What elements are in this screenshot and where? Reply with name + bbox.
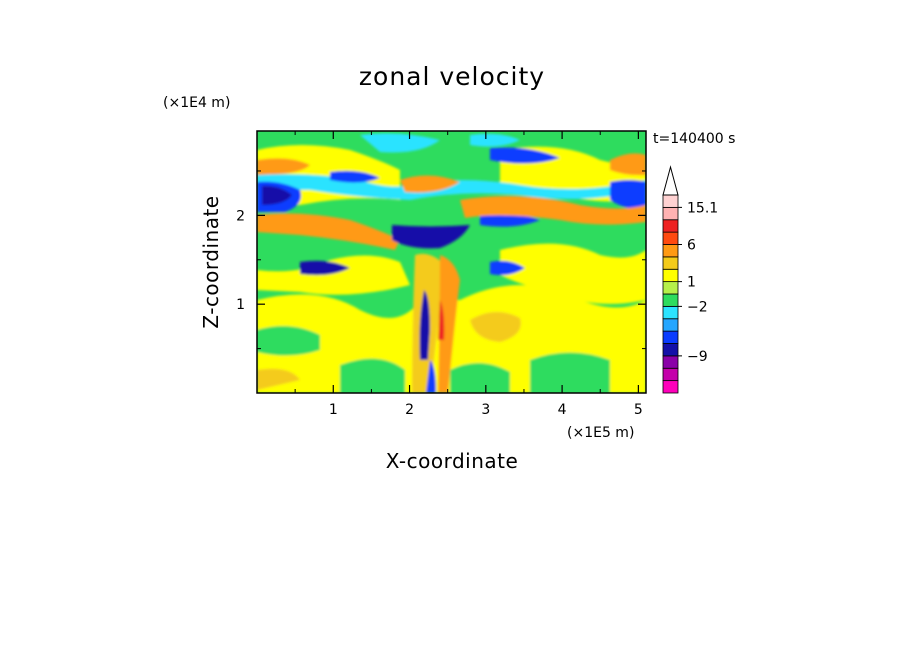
- chart-title: zonal velocity: [359, 62, 545, 91]
- colorbar-box: [662, 256, 679, 270]
- field-region: [490, 147, 560, 164]
- y-tick-label: 1: [236, 297, 245, 313]
- x-unit-label: (×1E5 m): [567, 425, 634, 441]
- field-region: [450, 362, 510, 393]
- field-region: [360, 133, 440, 153]
- colorbar-box: [662, 367, 679, 382]
- colorbar-box: [662, 268, 679, 283]
- field-region: [610, 153, 646, 176]
- y-unit-label: (×1E4 m): [163, 95, 230, 111]
- x-axis: 1 2 3 4 5: [294, 131, 643, 418]
- heatmap-field: [257, 131, 646, 393]
- colorbar-box: [662, 194, 679, 208]
- field-region: [330, 170, 380, 183]
- colorbar-label: 15.1: [687, 200, 718, 216]
- field-region: [392, 225, 470, 249]
- field-region: [426, 360, 436, 393]
- x-tick-label: 5: [634, 402, 643, 418]
- field-region: [262, 185, 292, 205]
- field-region: [257, 158, 310, 175]
- field-region: [490, 260, 525, 276]
- colorbar-box: [662, 231, 679, 245]
- colorbar-label: −2: [687, 299, 708, 315]
- colorbar-box: [662, 305, 679, 320]
- colorbar-box: [662, 244, 679, 258]
- field-region: [340, 358, 405, 393]
- x-tick-label: 1: [329, 402, 338, 418]
- colorbar: 15.1 6 1 −2 −9: [662, 165, 718, 394]
- field-region: [257, 368, 300, 390]
- field-region: [400, 175, 460, 193]
- x-axis-title: X-coordinate: [386, 449, 519, 473]
- field-region: [257, 255, 410, 295]
- y-tick-label: 2: [236, 208, 245, 224]
- colorbar-box: [662, 355, 679, 369]
- x-tick-label: 2: [405, 402, 414, 418]
- colorbar-box: [662, 293, 679, 307]
- field-region: [438, 300, 445, 340]
- colorbar-label: −9: [687, 349, 708, 365]
- field-region: [500, 243, 646, 304]
- x-tick-label: 3: [481, 402, 490, 418]
- field-region: [470, 133, 520, 147]
- x-tick-label: 4: [558, 402, 567, 418]
- plot-frame: [256, 130, 647, 394]
- colorbar-box: [662, 206, 679, 221]
- colorbar-box: [662, 219, 679, 233]
- field-region: [480, 213, 540, 227]
- field-region: [257, 213, 400, 250]
- colorbar-box: [662, 330, 679, 344]
- field-region: [257, 326, 320, 356]
- field-region: [419, 290, 430, 360]
- y-axis: 12: [236, 170, 646, 350]
- time-label: t=140400 s: [653, 131, 735, 147]
- colorbar-box: [662, 343, 679, 357]
- colorbar-label: 6: [687, 238, 696, 254]
- colorbar-label: 1: [687, 275, 696, 291]
- field-region: [470, 311, 521, 342]
- colorbar-arrow: [662, 165, 679, 196]
- colorbar-box: [662, 318, 679, 332]
- field-region: [530, 352, 610, 393]
- y-axis-title: Z-coordinate: [199, 195, 223, 328]
- field-region: [610, 180, 646, 210]
- colorbar-box: [662, 281, 679, 295]
- field-region: [438, 255, 460, 393]
- field-region: [300, 260, 350, 276]
- field-region: [460, 196, 646, 225]
- colorbar-box: [662, 380, 679, 394]
